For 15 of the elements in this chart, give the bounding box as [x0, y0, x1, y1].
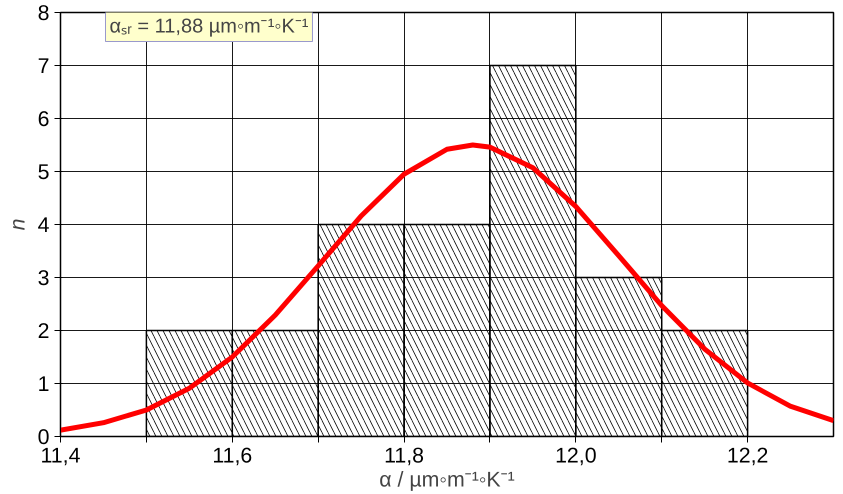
annotation: αₛᵣ = 11,88 µm◦m⁻¹◦K⁻¹: [110, 16, 309, 38]
y-tick-label: 4: [38, 213, 50, 237]
y-tick-label: 7: [38, 54, 50, 78]
x-tick-label: 12,2: [726, 444, 768, 468]
y-tick-label: 3: [38, 266, 50, 290]
y-tick-label: 5: [38, 160, 50, 184]
y-axis-title: n: [6, 218, 30, 230]
y-tick-label: 2: [38, 319, 50, 343]
y-tick-label: 1: [38, 372, 50, 396]
x-tick-label: 11,8: [384, 444, 424, 468]
x-axis-title: α / µm◦m⁻¹◦K⁻¹: [379, 468, 515, 492]
y-tick-label: 8: [38, 1, 50, 25]
y-tick-label: 6: [38, 107, 50, 131]
x-tick-label: 11,6: [212, 444, 252, 468]
x-tick-label: 12,0: [555, 444, 597, 468]
